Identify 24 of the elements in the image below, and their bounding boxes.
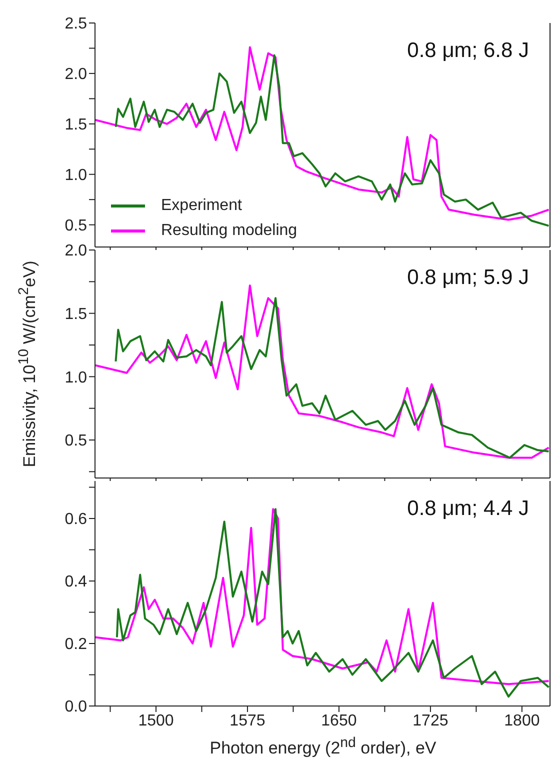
y-tick-label: 0.5 bbox=[64, 217, 88, 234]
y-tick-label: 2.0 bbox=[64, 66, 88, 84]
y-tick-label: 0.5 bbox=[64, 432, 88, 450]
legend-label: Resulting modeling bbox=[161, 222, 298, 240]
x-tick-label: 1725 bbox=[412, 712, 448, 730]
y-tick-label: 1.5 bbox=[64, 116, 88, 134]
y-tick-label: 0.4 bbox=[64, 574, 88, 591]
y-tick-label: 1.0 bbox=[64, 167, 88, 184]
annotation: 0.8 μm; 6.8 J bbox=[407, 39, 529, 63]
y-tick-label: 0.6 bbox=[64, 511, 88, 528]
x-tick-label: 1650 bbox=[321, 712, 357, 730]
x-tick-label: 1575 bbox=[230, 712, 266, 730]
annotation: 0.8 μm; 4.4 J bbox=[407, 497, 529, 521]
y-tick-label: 1.0 bbox=[64, 369, 88, 386]
y-tick-label: 2.0 bbox=[64, 242, 88, 260]
x-axis-title: Photon energy (2$^{nd}$ order), eV bbox=[208, 735, 438, 759]
y-tick-label: 1.5 bbox=[64, 306, 88, 324]
y-tick-label: 0.0 bbox=[64, 698, 88, 716]
legend-label: Experiment bbox=[161, 196, 242, 214]
y-tick-label: 0.2 bbox=[64, 636, 88, 654]
annotation: 0.8 μm; 5.9 J bbox=[407, 266, 529, 290]
x-tick-label: 1800 bbox=[504, 712, 540, 730]
x-tick-label: 1500 bbox=[138, 712, 174, 730]
y-tick-label: 2.5 bbox=[64, 16, 88, 33]
